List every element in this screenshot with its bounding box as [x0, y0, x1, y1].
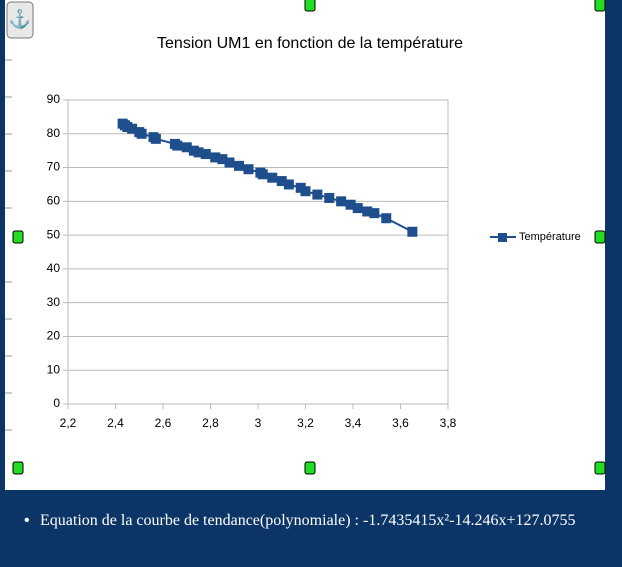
- marker: [217, 154, 228, 165]
- x-tick-label: 3,4: [345, 416, 362, 430]
- x-tick-label: 2,6: [155, 416, 172, 430]
- y-tick-label: 30: [47, 295, 61, 309]
- x-tick-label: 2,2: [60, 416, 77, 430]
- marker: [312, 189, 323, 200]
- marker: [172, 140, 183, 151]
- chart-title: Tension UM1 en fonction de la températur…: [157, 35, 463, 52]
- marker: [336, 196, 347, 207]
- x-tick-label: 2,8: [202, 416, 219, 430]
- marker: [283, 179, 294, 190]
- marker: [181, 142, 192, 153]
- marker: [257, 169, 268, 180]
- svg-text:⚓: ⚓: [9, 8, 31, 29]
- y-tick-label: 60: [47, 194, 61, 208]
- resize-handle[interactable]: [594, 0, 606, 12]
- y-tick-label: 40: [47, 261, 61, 275]
- marker: [127, 123, 138, 134]
- marker: [224, 157, 235, 168]
- y-tick-label: 10: [47, 362, 61, 376]
- ruler: [5, 59, 12, 431]
- x-tick-label: 3,8: [440, 416, 457, 430]
- marker: [243, 164, 254, 175]
- marker: [345, 199, 356, 210]
- legend-label: Température: [519, 231, 581, 243]
- marker: [362, 206, 373, 217]
- x-tick-label: 3: [255, 416, 262, 430]
- legend-marker: [498, 233, 507, 242]
- marker: [267, 172, 278, 183]
- marker: [210, 152, 221, 163]
- resize-handle[interactable]: [304, 461, 316, 475]
- marker: [136, 128, 147, 139]
- marker: [300, 186, 311, 197]
- resize-handle[interactable]: [12, 230, 24, 244]
- x-tick-label: 3,6: [392, 416, 409, 430]
- marker: [193, 147, 204, 158]
- y-tick-label: 50: [47, 227, 61, 241]
- marker: [200, 149, 211, 160]
- y-tick-label: 80: [47, 126, 61, 140]
- x-tick-label: 2,4: [107, 416, 124, 430]
- marker: [352, 203, 363, 214]
- marker: [276, 176, 287, 187]
- marker: [407, 226, 418, 237]
- bullet-dot: •: [24, 512, 30, 529]
- x-tick-label: 3,2: [297, 416, 314, 430]
- marker: [324, 192, 335, 203]
- bullet-text: Equation de la courbe de tendance(polyno…: [40, 512, 576, 529]
- resize-handle[interactable]: [594, 461, 606, 475]
- marker: [234, 160, 244, 171]
- y-tick-label: 0: [53, 396, 60, 410]
- resize-handle[interactable]: [304, 0, 316, 12]
- y-tick-label: 90: [47, 92, 61, 106]
- marker: [369, 208, 380, 219]
- y-tick-label: 70: [47, 160, 61, 174]
- anchor-icon[interactable]: ⚓: [6, 1, 34, 39]
- marker: [381, 213, 392, 224]
- resize-handle[interactable]: [594, 230, 606, 244]
- chart: ⚓ Tension UM1 en fonction de la températ…: [5, 0, 606, 490]
- resize-handle[interactable]: [12, 461, 24, 475]
- marker: [150, 133, 161, 144]
- y-tick-label: 20: [47, 329, 61, 343]
